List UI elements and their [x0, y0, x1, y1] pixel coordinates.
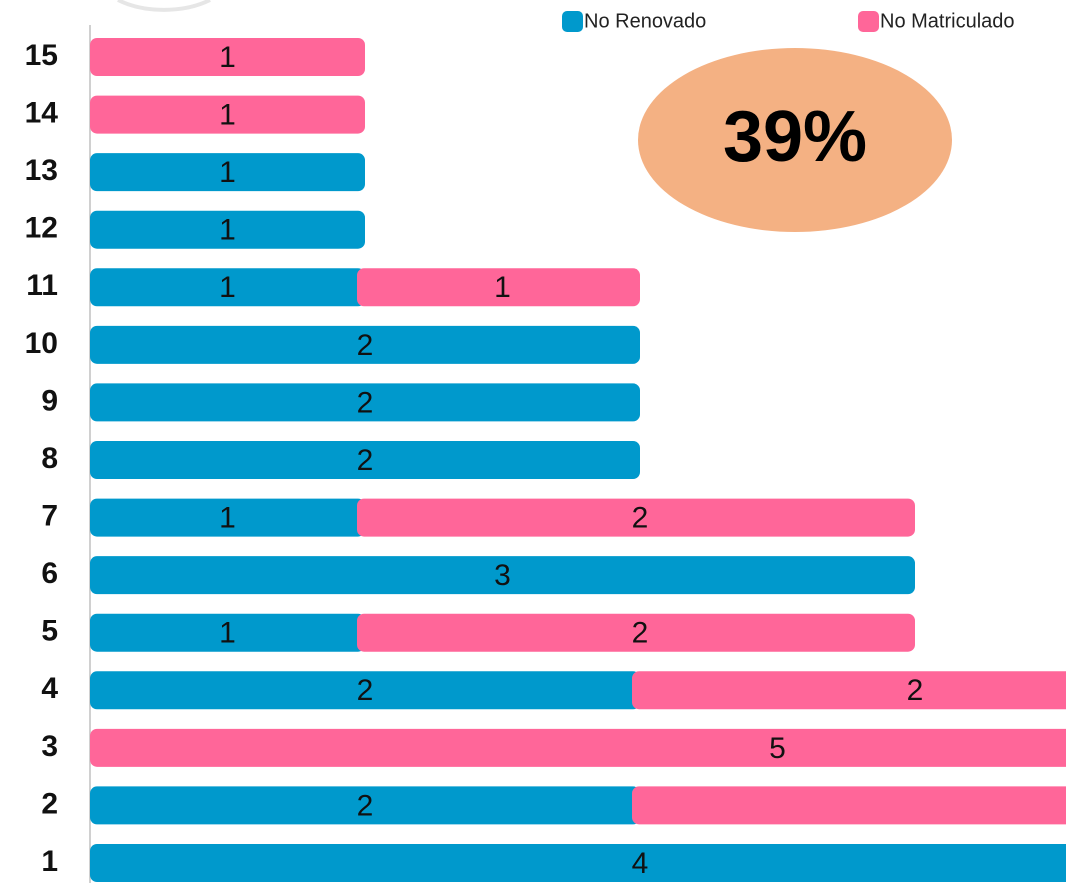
bar-segment — [632, 671, 1066, 710]
data-label: 1 — [219, 98, 236, 131]
data-label: 2 — [357, 789, 374, 822]
bar-segment — [357, 613, 915, 652]
data-label: 4 — [632, 847, 649, 880]
data-label: 1 — [219, 156, 236, 189]
bar-segment — [90, 728, 1066, 767]
data-label: 2 — [357, 386, 374, 419]
legend-swatch — [562, 11, 583, 32]
legend-swatch — [858, 11, 879, 32]
data-label: 2 — [357, 674, 374, 707]
data-label: 3 — [494, 559, 511, 592]
bar-segment — [90, 556, 915, 595]
y-tick-label: 10 — [25, 327, 58, 360]
y-tick-label: 6 — [41, 557, 58, 590]
legend-label: No Renovado — [584, 10, 706, 32]
bar-segment — [90, 671, 640, 710]
data-label: 2 — [632, 617, 649, 650]
y-tick-label: 14 — [25, 96, 59, 129]
y-tick-label: 9 — [41, 384, 58, 417]
data-label: 2 — [357, 444, 374, 477]
y-tick-label: 3 — [41, 730, 58, 763]
bar-segment — [90, 95, 365, 134]
bar-segment — [90, 38, 365, 76]
bar-segment — [90, 786, 640, 825]
data-label: 1 — [219, 271, 236, 304]
bar-segment — [90, 844, 1066, 882]
bar-segment — [90, 153, 365, 192]
y-tick-label: 11 — [26, 269, 58, 302]
data-label: 2 — [907, 674, 924, 707]
bar-segment — [90, 498, 365, 537]
bar-segment — [357, 498, 915, 537]
bar-segment — [90, 325, 640, 364]
data-label: 2 — [357, 329, 374, 362]
y-tick-label: 8 — [41, 442, 58, 475]
y-tick-label: 5 — [41, 615, 58, 648]
bar-segment — [90, 613, 365, 652]
data-label: 1 — [219, 214, 236, 247]
data-label: 1 — [494, 271, 511, 304]
bar-segment — [90, 383, 640, 422]
y-tick-label: 2 — [41, 787, 58, 820]
data-label: 5 — [769, 732, 786, 765]
data-label: 1 — [219, 41, 236, 74]
annotation-bubble — [638, 48, 952, 232]
annotation: 39% — [723, 97, 867, 177]
y-tick-label: 7 — [41, 499, 58, 532]
bar-segment — [357, 268, 640, 307]
bar-segment — [632, 786, 1066, 825]
y-tick-label: 15 — [25, 39, 58, 72]
decoration — [117, 0, 211, 12]
y-tick-label: 13 — [25, 154, 58, 187]
y-tick-label: 1 — [41, 845, 58, 878]
bar-segment — [90, 268, 365, 307]
data-label: 2 — [632, 501, 649, 534]
bar-segment — [90, 441, 640, 479]
data-label: 1 — [219, 501, 236, 534]
bar-segment — [90, 210, 365, 249]
data-label: 1 — [219, 617, 236, 650]
legend-label: No Matriculado — [880, 10, 1015, 32]
y-tick-label: 4 — [41, 672, 58, 705]
y-tick-label: 12 — [25, 212, 58, 245]
